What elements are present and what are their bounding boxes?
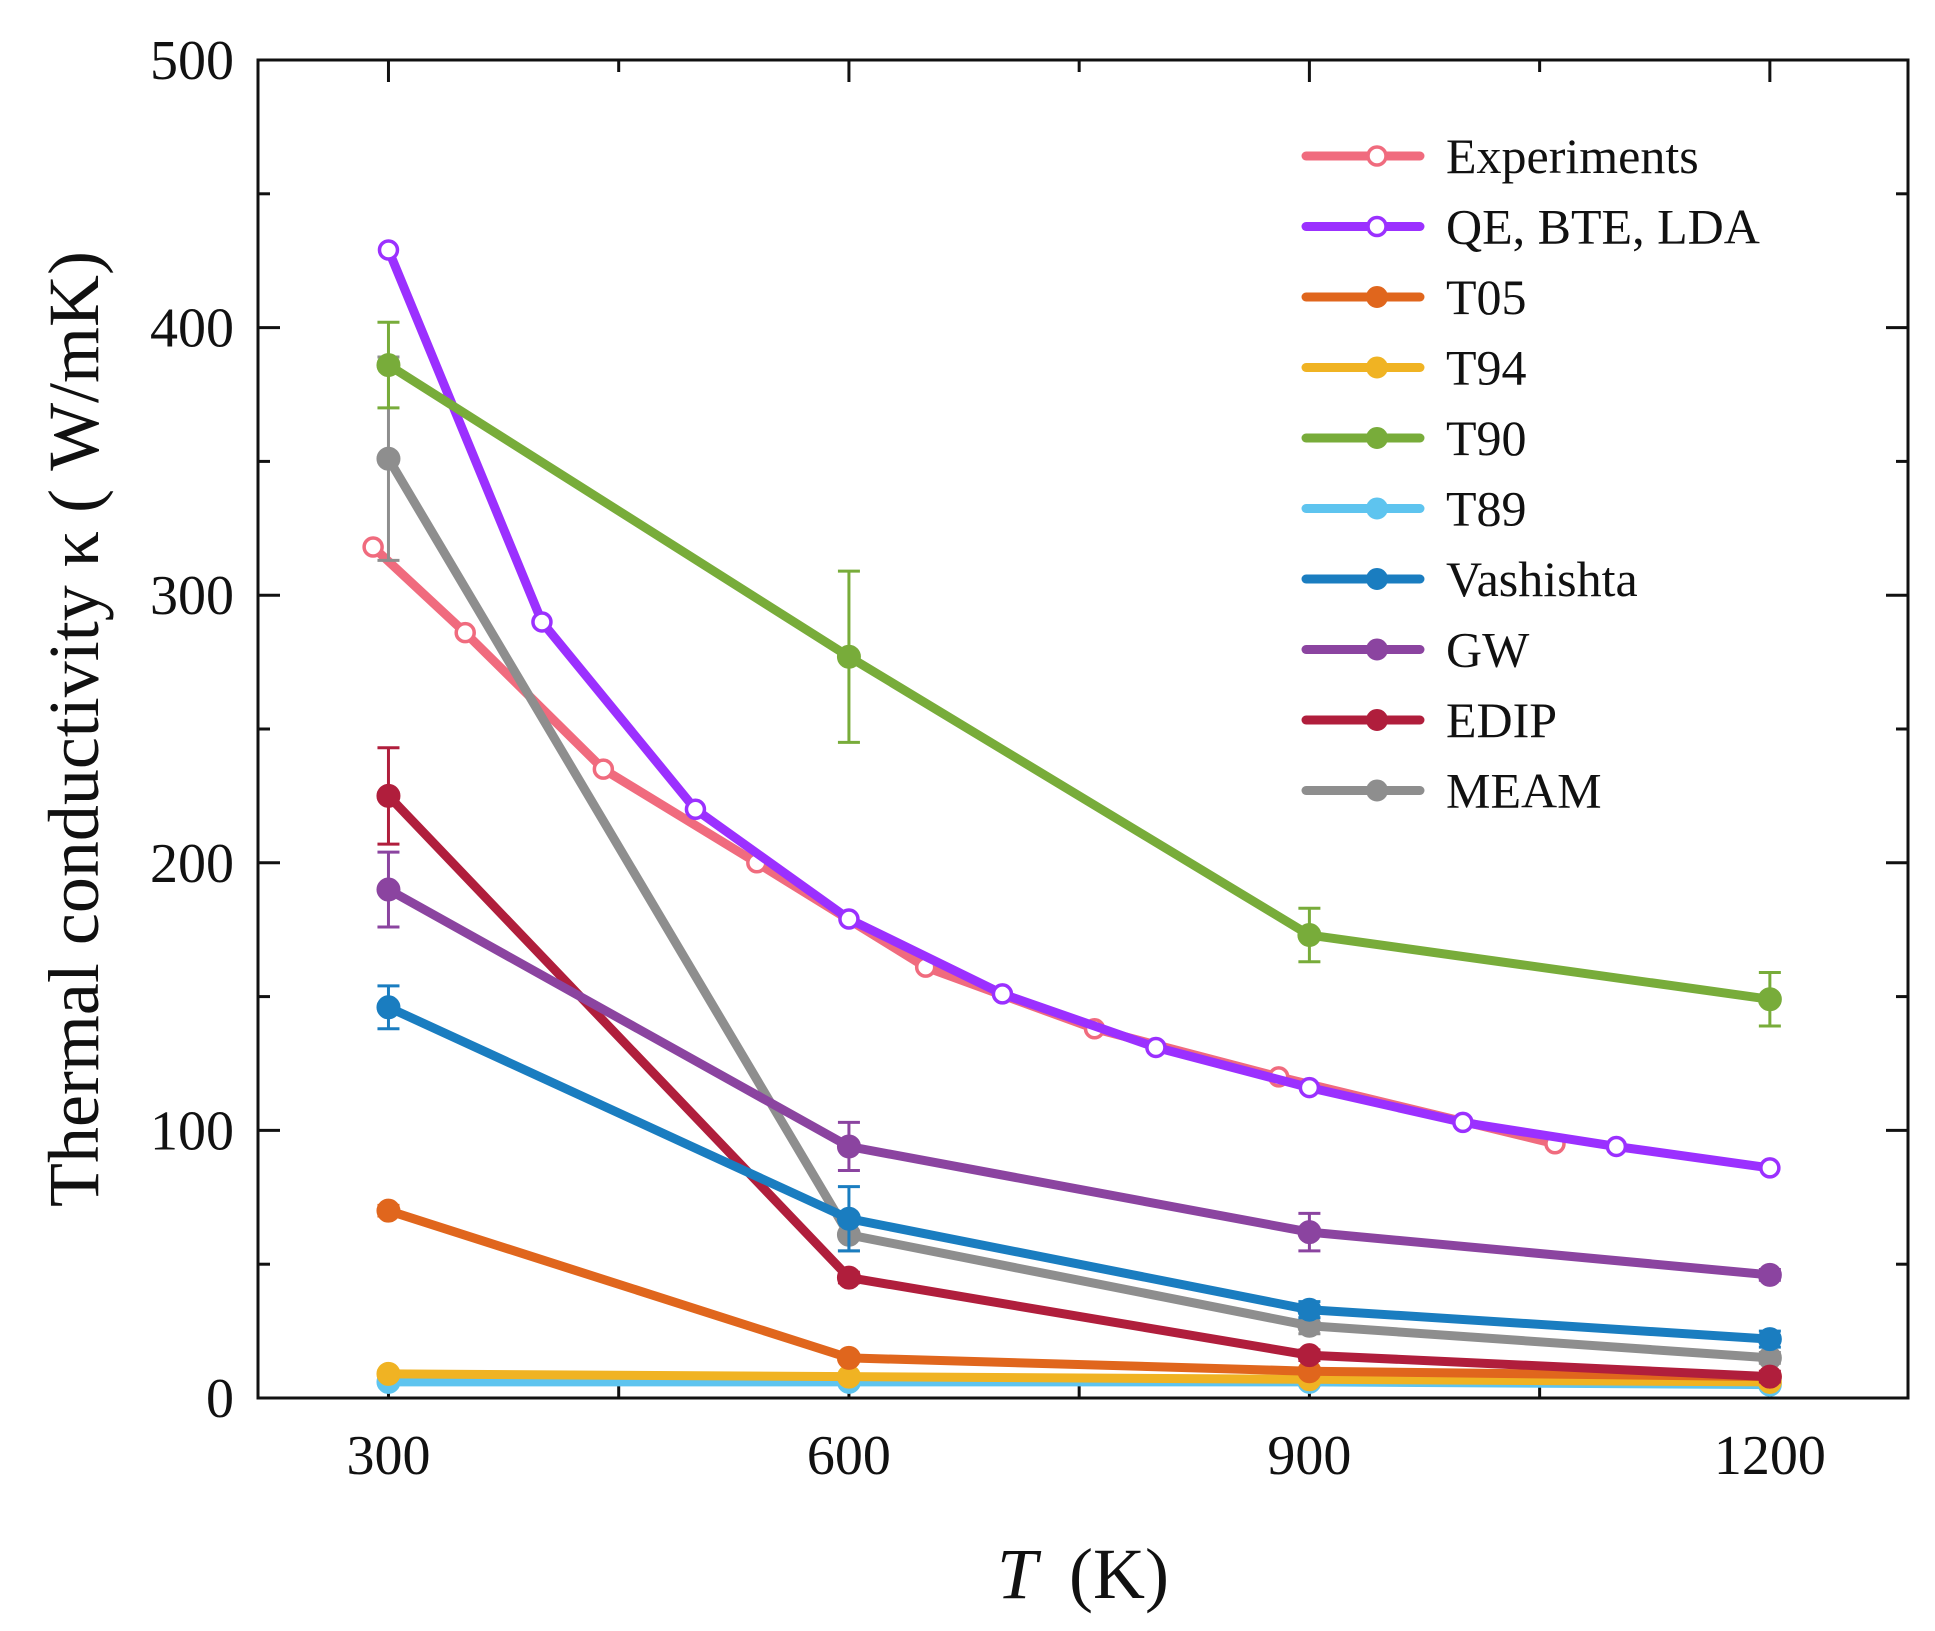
data-point-vashishta (1757, 1327, 1782, 1352)
data-point-qe-bte-lda (838, 908, 860, 930)
series-vashishta (376, 984, 1782, 1352)
data-point-gw (836, 1134, 861, 1159)
data-point-experiments (362, 536, 384, 558)
data-point-edip (376, 783, 401, 808)
data-point-t90 (836, 644, 861, 669)
legend-item-qe-bte-lda: QE, BTE, LDA (1301, 199, 1760, 255)
tick-labels-group: 0 100 200 300 400 500 300 600 900 1200 (150, 30, 1826, 1487)
legend-label: GW (1446, 622, 1530, 678)
data-point-gw (376, 877, 401, 902)
legend-item-meam: MEAM (1301, 763, 1602, 819)
series-line-edip (384, 791, 1775, 1382)
y-tick-label: 0 (206, 1368, 234, 1430)
series-line-t90 (384, 360, 1775, 1004)
data-point-vashishta (1297, 1297, 1322, 1322)
legend-label: T05 (1446, 269, 1527, 325)
legend-label: T89 (1446, 481, 1527, 537)
x-axis-title-var: T (997, 1534, 1042, 1614)
series-line-t94 (384, 1369, 1775, 1387)
data-point-t05 (836, 1345, 861, 1370)
legend-item-experiments: Experiments (1301, 128, 1699, 184)
legend-item-edip: EDIP (1301, 692, 1557, 748)
x-tick-label: 600 (807, 1425, 891, 1487)
legend-label: MEAM (1446, 763, 1602, 819)
series-line-gw (384, 885, 1775, 1280)
legend-item-t05: T05 (1301, 269, 1527, 325)
x-axis-title-unit: (K) (1069, 1534, 1169, 1614)
plot-frame (256, 58, 1910, 1400)
legend-label: EDIP (1446, 692, 1557, 748)
axes-frame-group (256, 58, 1910, 1400)
data-point-qe-bte-lda (1452, 1111, 1474, 1134)
y-tick-label: 200 (150, 833, 234, 895)
data-point-qe-bte-lda (1145, 1036, 1167, 1059)
series-t90 (376, 320, 1782, 1028)
data-point-qe-bte-lda (377, 239, 400, 261)
data-point-gw (1757, 1262, 1782, 1287)
data-point-t90 (1297, 923, 1322, 948)
legend-item-t94: T94 (1301, 340, 1527, 396)
data-point-vashishta (836, 1206, 861, 1231)
series-gw (376, 850, 1782, 1287)
series-edip (376, 746, 1782, 1389)
legend-swatch-marker (1366, 638, 1388, 661)
y-tick-label: 500 (150, 30, 234, 92)
series-line-t05 (384, 1206, 1775, 1382)
x-axis-title: T (K) (997, 1534, 1169, 1614)
legend-label: Vashishta (1446, 551, 1638, 607)
legend-swatch-marker (1366, 145, 1388, 167)
legend-swatch-marker (1366, 497, 1388, 520)
data-point-t90 (376, 353, 401, 378)
y-tick-label: 100 (150, 1100, 234, 1162)
data-point-t90 (1757, 987, 1782, 1012)
data-point-gw (1297, 1220, 1322, 1245)
series-group (362, 239, 1782, 1397)
data-point-edip (836, 1265, 861, 1290)
legend-label: T90 (1446, 410, 1527, 466)
data-point-meam (376, 446, 401, 471)
legend-swatch-marker (1366, 568, 1388, 590)
data-point-experiments (454, 621, 476, 644)
legend-swatch-marker (1366, 286, 1388, 308)
data-point-qe-bte-lda (531, 611, 553, 633)
data-point-t94 (376, 1361, 401, 1386)
x-tick-label: 900 (1267, 1425, 1351, 1487)
legend-label: T94 (1446, 340, 1527, 396)
series-t05 (376, 1198, 1782, 1389)
legend-swatch-marker (1366, 215, 1388, 238)
series-line-meam (384, 454, 1775, 1363)
y-tick-label: 300 (150, 565, 234, 627)
legend-item-t89: T89 (1301, 481, 1527, 537)
legend-swatch-marker (1366, 427, 1388, 449)
legend-label: QE, BTE, LDA (1446, 199, 1760, 255)
data-point-qe-bte-lda (991, 983, 1014, 1005)
data-point-t05 (376, 1198, 401, 1223)
data-point-vashishta (376, 995, 401, 1020)
x-tick-label: 1200 (1714, 1425, 1826, 1487)
legend-swatch-marker (1366, 356, 1388, 379)
data-point-edip (1297, 1343, 1322, 1368)
legend-swatch-marker (1366, 709, 1388, 731)
data-point-qe-bte-lda (1605, 1135, 1628, 1158)
legend-item-t90: T90 (1301, 410, 1527, 466)
data-point-qe-bte-lda (1298, 1076, 1321, 1099)
series-line-vashishta (384, 1002, 1775, 1344)
data-point-qe-bte-lda (684, 798, 707, 821)
data-point-experiments (592, 758, 615, 780)
data-point-edip (1757, 1364, 1782, 1389)
series-line-qe-bte-lda (384, 245, 1775, 1173)
series-qe-bte-lda (377, 239, 1781, 1179)
legend-label: Experiments (1446, 128, 1699, 184)
y-tick-label: 400 (150, 298, 234, 360)
series-meam (376, 355, 1782, 1370)
legend-item-gw: GW (1301, 622, 1530, 678)
legend: Experiments QE, BTE, LDA T05 T94 T90 T89 Vashi… (1301, 128, 1760, 819)
legend-swatch-marker (1366, 779, 1388, 802)
y-axis-title: Thermal conductivity κ ( W/mK) (34, 251, 114, 1207)
data-point-qe-bte-lda (1759, 1157, 1781, 1179)
x-tick-label: 300 (346, 1425, 430, 1487)
legend-item-vashishta: Vashishta (1301, 551, 1638, 607)
